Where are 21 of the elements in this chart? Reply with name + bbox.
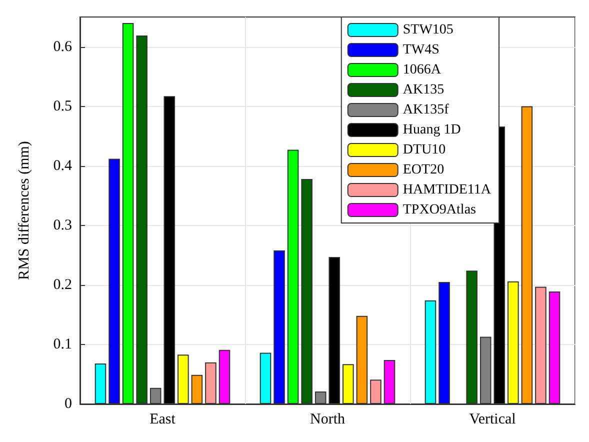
y-tick-label: 0.5 (53, 98, 72, 114)
legend-label: EOT20 (402, 162, 444, 178)
y-tick-label: 0 (64, 396, 72, 412)
legend-label: AK135f (402, 102, 450, 118)
y-axis-title: RMS differences (mm) (16, 141, 32, 280)
legend-label: TPXO9Atlas (402, 202, 476, 218)
x-tick-label: North (310, 412, 346, 428)
y-tick-label: 0.3 (53, 217, 72, 234)
legend-label: HAMTIDE11A (402, 182, 492, 198)
x-tick-label: East (150, 412, 176, 428)
legend-label: STW105 (402, 22, 454, 38)
y-tick-label: 0.6 (53, 38, 72, 55)
y-tick-label: 0.2 (53, 276, 72, 293)
legend-label: TW4S (402, 42, 440, 58)
legend-label: DTU10 (402, 142, 446, 158)
legend-label: Huang 1D (402, 122, 461, 138)
x-tick-label: Vertical (469, 412, 516, 428)
y-tick-label: 0.1 (53, 336, 72, 352)
y-tick-label: 0.4 (53, 158, 72, 174)
legend-label: AK135 (402, 82, 444, 98)
legend-label: 1066A (402, 62, 442, 78)
